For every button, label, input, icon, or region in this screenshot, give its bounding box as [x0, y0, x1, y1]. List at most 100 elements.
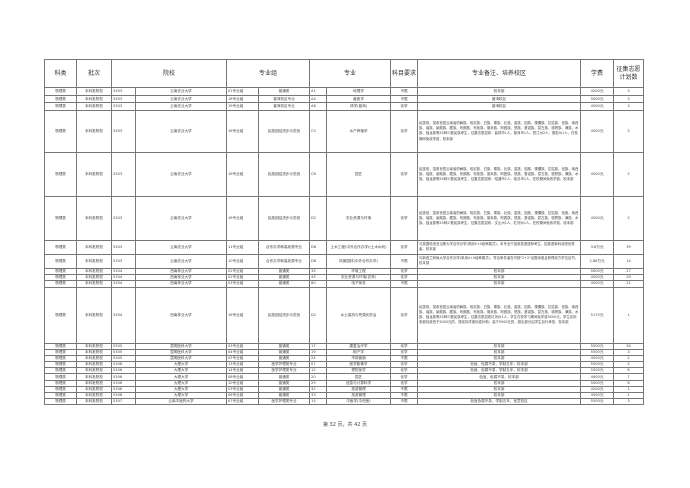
cell-major-name: 电子商务 [326, 280, 392, 288]
cell-major-name: 土木工程(中外合作办学)(土木水利) [326, 239, 392, 255]
cell-plan-count: 14 [613, 253, 645, 269]
cell-batch: 本科批院校 [76, 109, 112, 153]
table-row: 物理类 本科批院校 5307 云南中医药大学 07专业组 医学护理类专业 15 中医学(中西医… [44, 398, 645, 406]
cell-tuition: 5000元 [580, 94, 615, 104]
cell-subject-requirement: 化学 [390, 102, 419, 111]
cell-category: 物理类 [44, 109, 77, 153]
cell-major-code: D6 [309, 239, 328, 255]
cell-school-code: 5303 [111, 253, 136, 269]
cell-group-name: 民族团结进步示范班 [258, 151, 311, 197]
cell-major-name: 水土保持与荒漠化防治 [326, 286, 392, 344]
table-row: 物理类 本科批院校 5303 云南农业大学 18专业组 普洱校区专业 A4 兽医学 不限 普洱校区… [44, 94, 645, 104]
cell-school-name: 西南林业大学 [134, 286, 228, 344]
cell-school-code: 5303 [111, 109, 136, 153]
cell-group-code: 18专业组 [226, 94, 260, 104]
cell-plan-count: 3 [613, 102, 645, 111]
cell-batch: 本科批院校 [76, 151, 112, 197]
cell-group-name: 普洱校区专业 [258, 102, 311, 111]
cell-remarks: 普洱校区 [417, 94, 582, 104]
header-batch: 批次 [76, 59, 112, 88]
cell-tuition: 2.86万元 [580, 253, 615, 269]
cell-major-code: C6 [309, 151, 328, 197]
cell-subject-requirement: 化学 [390, 151, 419, 197]
cell-tuition: 4500元 [580, 195, 615, 241]
cell-major-name: 兽医学 [326, 94, 392, 104]
cell-school-name: 云南农业大学 [134, 87, 228, 96]
cell-batch: 本科批院校 [76, 195, 112, 241]
cell-major-code: D2 [309, 286, 328, 344]
cell-school-code: 5304 [111, 286, 136, 344]
cell-category: 物理类 [44, 239, 77, 255]
cell-tuition: 3.8万元 [580, 239, 615, 255]
cell-tuition: 5500元 [580, 398, 615, 406]
cell-category: 物理类 [44, 286, 77, 344]
table-row: 物理类 本科批院校 5306 大理大学 13专业组 医学护理类专业 07 医学影像学 化学 色盲、… [44, 361, 645, 369]
cell-major-code: D8 [309, 253, 328, 269]
table-row: 物理类 本科批院校 5303 云南农业大学 16专业组 民族团结进步示范班 C5 水产养殖学化… [44, 109, 645, 153]
cell-batch: 本科批院校 [76, 398, 112, 406]
table-row: 物理类 本科批院校 5303 云南农业大学 01专业组 普通类 A1 地理学 不限 校本部 4200… [44, 87, 645, 96]
table-row: 物理类 本科批院校 5303 云南农业大学 16专业组 民族团结进步示范班 D2 农业资源与环… [44, 195, 645, 241]
cell-subject-requirement: 化学 [390, 239, 419, 255]
header-major: 专业 [309, 59, 392, 88]
cell-plan-count: 39 [613, 239, 645, 255]
cell-group-name: 民族团结进步示范班 [258, 109, 311, 153]
cell-school-code: 5303 [111, 195, 136, 241]
cell-plan-count: 2 [613, 151, 645, 197]
cell-major-code: C5 [309, 109, 328, 153]
cell-school-name: 云南农业大学 [134, 94, 228, 104]
cell-group-code: 16专业组 [226, 151, 260, 197]
cell-group-code: 16专业组 [226, 109, 260, 153]
cell-subject-requirement: 化学 [390, 286, 419, 344]
cell-major-name: 林学(普洱) [326, 102, 392, 111]
header-school: 院校 [110, 59, 228, 88]
cell-group-code: 16专业组 [226, 286, 260, 344]
cell-plan-count: 3 [613, 87, 645, 96]
cell-group-name: 医学护理类专业 [258, 398, 311, 406]
cell-remarks: 色盲色弱不录，学制五年，呈贡校区 [417, 398, 582, 406]
cell-batch: 本科批院校 [76, 286, 112, 344]
cell-category: 物理类 [44, 94, 77, 104]
cell-school-name: 云南农业大学 [134, 102, 228, 111]
cell-remarks: 与英国哈珀亚当斯大学合作办学(采用4+0培养模式)，本专业只招收英语语种考生，招… [417, 239, 582, 255]
cell-subject-requirement: 不限 [390, 87, 419, 96]
cell-remarks: 与新西兰林肯大学合作办学(采用4+0培养模式)，符合条件者在可按"2+2"出国深… [417, 253, 582, 269]
cell-subject-requirement: 不限 [390, 253, 419, 269]
cell-group-code: 10专业组 [226, 253, 260, 269]
cell-school-name: 云南农业大学 [134, 253, 228, 269]
cell-subject-requirement: 不限 [390, 94, 419, 104]
table-row: 物理类 本科批院校 5303 云南农业大学 16专业组 民族团结进步示范班 C6 园艺 化学 民族… [44, 151, 645, 197]
cell-batch: 本科批院校 [76, 239, 112, 255]
cell-category: 物理类 [44, 102, 77, 111]
cell-school-name: 云南中医药大学 [134, 398, 228, 406]
cell-group-name: 普洱校区专业 [258, 94, 311, 104]
cell-group-name: 普通类 [258, 87, 311, 96]
cell-batch: 本科批院校 [76, 102, 112, 111]
table-row: 物理类 本科批院校 5304 西南林业大学 03专业组 普通类 60 电子商务 不限 校本部 450… [44, 280, 645, 288]
cell-tuition: 4500元 [580, 151, 615, 197]
cell-group-code: 11专业组 [226, 239, 260, 255]
admission-plan-table: 科类 批次 院校 专业组 专业 科目要求 专业备注、培养校区 学费 征集志愿计划… [44, 59, 645, 406]
cell-group-name: 民族团结进步示范班 [258, 195, 311, 241]
cell-remarks: 民族班，招收世居云南省的彝族、哈尼族、白族、傣族、壮族、苗族、回族、傈僳族、拉祜… [417, 286, 582, 344]
cell-batch: 本科批院校 [76, 87, 112, 96]
cell-batch: 本科批院校 [76, 253, 112, 269]
cell-subject-requirement: 化学 [390, 109, 419, 153]
header-remarks: 专业备注、培养校区 [417, 59, 582, 88]
header-tuition: 学费 [580, 59, 615, 88]
header-major-group: 专业组 [226, 59, 311, 88]
cell-remarks: 普洱校区 [417, 102, 582, 111]
cell-major-name: 园艺 [326, 151, 392, 197]
cell-school-code: 5307 [111, 398, 136, 406]
cell-tuition: 5175元 [580, 286, 615, 344]
cell-category: 物理类 [44, 151, 77, 197]
cell-plan-count: 21 [613, 280, 645, 288]
cell-plan-count: 2 [613, 109, 645, 153]
cell-plan-count: 1 [613, 286, 645, 344]
cell-group-code: 19专业组 [226, 102, 260, 111]
cell-school-code: 5303 [111, 87, 136, 96]
cell-school-name: 云南农业大学 [134, 151, 228, 197]
table-row: 物理类 本科批院校 5303 云南农业大学 11专业组 合作办学和高收费专业 D6 土木工程(… [44, 239, 645, 255]
table-header-row: 科类 批次 院校 专业组 专业 科目要求 专业备注、培养校区 学费 征集志愿计划… [44, 59, 645, 88]
cell-batch: 本科批院校 [76, 94, 112, 104]
